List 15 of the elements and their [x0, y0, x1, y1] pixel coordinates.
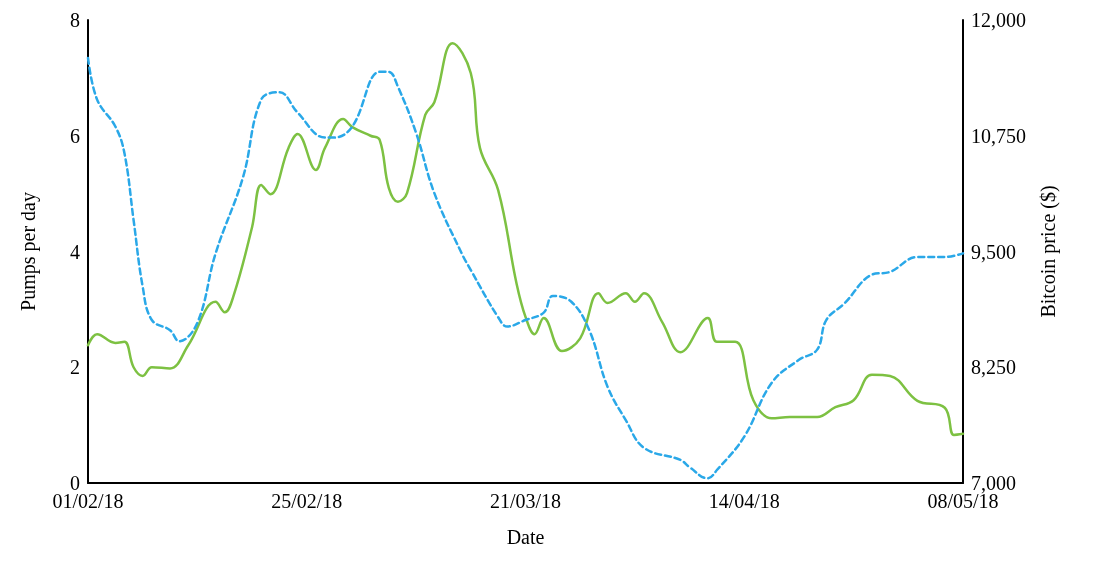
y-tick-label: 4: [70, 240, 80, 263]
y2-tick-label: 7,000: [971, 472, 1016, 494]
x-tick-label: 14/04/18: [708, 490, 780, 512]
y2-tick-label: 10,750: [971, 124, 1026, 147]
y-tick-label: 2: [70, 356, 80, 379]
x-tick-label: 21/03/18: [489, 490, 562, 512]
y-axis-title: Pumps per day: [17, 192, 40, 311]
y2-tick-label: 8,250: [971, 356, 1016, 379]
y2-tick-label: 9,500: [971, 240, 1016, 263]
y-tick-label: 6: [70, 124, 80, 147]
y-tick-label: 8: [70, 9, 80, 31]
x-tick-label: 25/02/18: [271, 490, 343, 512]
y2-axis-title: Bitcoin price ($): [1037, 185, 1060, 318]
y2-tick-label: 12,000: [971, 9, 1026, 31]
x-axis-title: Date: [506, 526, 545, 548]
